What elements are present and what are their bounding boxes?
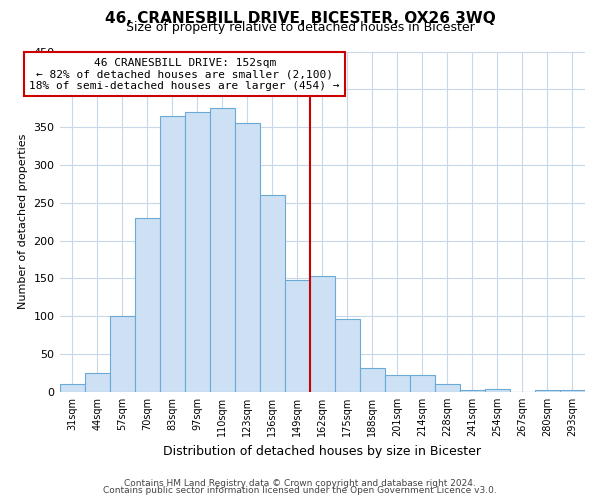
Bar	[385, 376, 410, 392]
Bar	[185, 112, 209, 392]
Y-axis label: Number of detached properties: Number of detached properties	[18, 134, 28, 310]
Bar	[260, 195, 285, 392]
Bar	[460, 390, 485, 392]
X-axis label: Distribution of detached houses by size in Bicester: Distribution of detached houses by size …	[163, 444, 481, 458]
Bar	[209, 108, 235, 392]
Bar	[59, 384, 85, 392]
Bar	[360, 368, 385, 392]
Text: Contains public sector information licensed under the Open Government Licence v3: Contains public sector information licen…	[103, 486, 497, 495]
Bar	[110, 316, 134, 392]
Bar	[535, 390, 560, 392]
Bar	[435, 384, 460, 392]
Bar	[160, 116, 185, 392]
Bar	[235, 124, 260, 392]
Text: 46, CRANESBILL DRIVE, BICESTER, OX26 3WQ: 46, CRANESBILL DRIVE, BICESTER, OX26 3WQ	[104, 11, 496, 26]
Bar	[134, 218, 160, 392]
Bar	[285, 280, 310, 392]
Bar	[85, 373, 110, 392]
Bar	[310, 276, 335, 392]
Bar	[335, 318, 360, 392]
Bar	[485, 389, 510, 392]
Text: 46 CRANESBILL DRIVE: 152sqm
← 82% of detached houses are smaller (2,100)
18% of : 46 CRANESBILL DRIVE: 152sqm ← 82% of det…	[29, 58, 340, 91]
Text: Contains HM Land Registry data © Crown copyright and database right 2024.: Contains HM Land Registry data © Crown c…	[124, 478, 476, 488]
Bar	[410, 376, 435, 392]
Bar	[560, 390, 585, 392]
Text: Size of property relative to detached houses in Bicester: Size of property relative to detached ho…	[125, 22, 475, 35]
